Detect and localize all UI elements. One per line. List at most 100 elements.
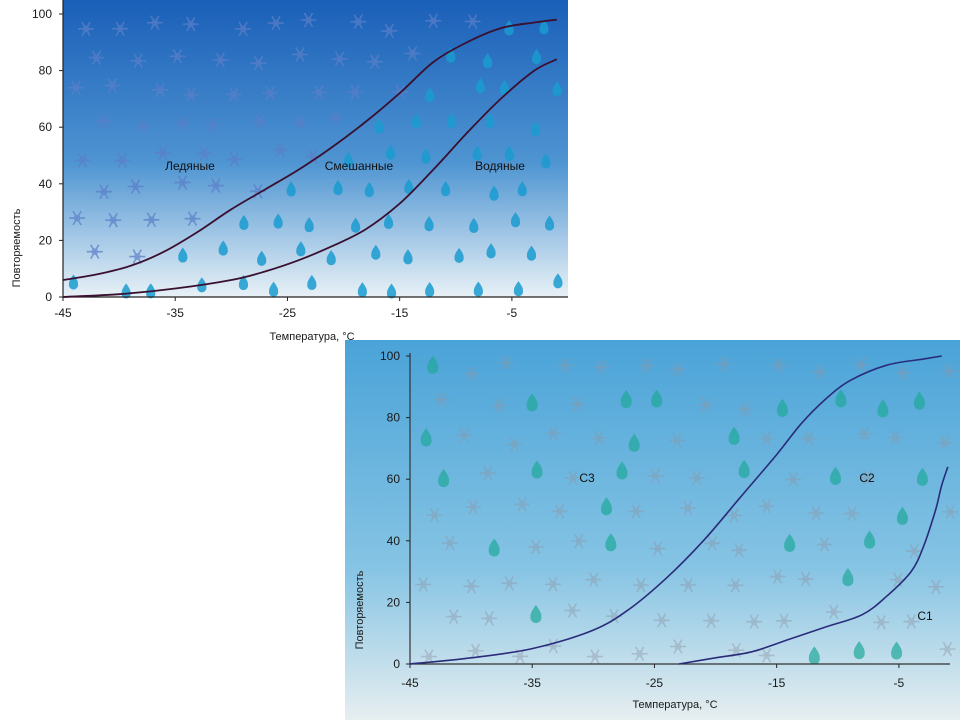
y-tick-label: 100 — [32, 7, 52, 21]
water-drop-icon — [239, 214, 249, 231]
snowflake-icon — [105, 212, 122, 228]
snowflake-icon — [564, 603, 581, 618]
y-axis-label: Повторяемость — [11, 208, 23, 287]
water-drop-icon — [351, 217, 361, 233]
region-label-c1: С1 — [917, 609, 933, 623]
snowflake-icon — [174, 115, 191, 131]
water-drop-icon — [738, 459, 750, 479]
snowflake-icon — [481, 611, 498, 626]
snowflake-icon — [212, 52, 229, 68]
snowflake-icon — [77, 21, 94, 37]
region-label-c3: С3 — [579, 471, 595, 485]
chart-top-svg: -45 -35 -25 -15 -5 0 20 40 60 80 100 Повторяемость… — [0, 0, 568, 352]
water-drop-icon — [530, 605, 542, 624]
water-drop-icon — [916, 467, 928, 486]
snowflake-icon — [628, 504, 645, 519]
snowflake-icon — [74, 152, 91, 168]
water-drop-icon — [539, 19, 549, 35]
x-tick-label: -25 — [646, 676, 664, 690]
snowflake-icon — [758, 431, 775, 447]
water-drop-icon — [530, 121, 540, 137]
snowflake-icon — [647, 468, 664, 484]
snowflake-icon — [169, 48, 186, 64]
water-drop-icon — [472, 145, 482, 161]
snowflake-icon — [426, 507, 443, 523]
water-drop-icon — [499, 79, 510, 95]
snowflake-icon — [669, 639, 686, 654]
y-tick-label: 20 — [39, 233, 53, 247]
snowflake-icon — [737, 402, 754, 417]
water-drop-icon — [651, 389, 663, 408]
snowflake-icon — [703, 613, 720, 629]
x-tick-label: -15 — [391, 306, 409, 320]
snowflake-icon — [688, 470, 705, 486]
water-drop-icon — [420, 428, 432, 447]
snowflake-icon — [816, 537, 833, 552]
water-drop-icon — [513, 281, 524, 297]
snowflake-icon — [441, 535, 458, 551]
snow-and-drops-decoration — [68, 12, 563, 299]
boundary-line-1 — [62, 18, 557, 281]
water-drop-icon — [531, 460, 543, 479]
snowflake-icon — [940, 363, 957, 379]
water-drop-icon — [628, 433, 640, 452]
water-drop-icon — [411, 113, 421, 129]
water-drop-icon — [269, 281, 279, 297]
snowflake-icon — [96, 113, 113, 129]
snowflake-icon — [267, 15, 284, 31]
snowflake-icon — [939, 641, 956, 657]
snowflake-icon — [456, 427, 473, 443]
snowflake-icon — [327, 110, 344, 126]
snowflake-icon — [715, 356, 732, 372]
y-tick-label: 40 — [39, 177, 53, 191]
snowflake-icon — [69, 210, 86, 226]
snowflake-icon — [204, 117, 221, 133]
water-drop-icon — [486, 243, 496, 259]
water-drop-icon — [273, 213, 283, 229]
snowflake-icon — [570, 533, 587, 549]
water-drop-icon — [808, 646, 820, 665]
snowflake-icon — [697, 397, 714, 413]
snowflake-icon — [127, 179, 144, 194]
region-label-ice: Ледяные — [165, 159, 215, 173]
snowflake-icon — [800, 431, 817, 446]
snowflake-icon — [590, 430, 607, 446]
snowflake-icon — [207, 178, 224, 193]
snowflake-icon — [415, 577, 432, 592]
snowflake-icon — [545, 426, 562, 441]
snowflake-icon — [506, 437, 523, 452]
y-tick-label: 100 — [380, 349, 400, 363]
snowflake-icon — [174, 175, 191, 190]
snowflake-icon — [445, 609, 462, 624]
snowflake-icon — [649, 541, 666, 556]
boundary-line-2 — [62, 58, 558, 298]
x-tick-label: -25 — [279, 306, 297, 320]
water-drop-icon — [552, 81, 562, 97]
water-drop-icon — [357, 282, 367, 298]
snowflake-icon — [808, 505, 825, 521]
water-drop-icon — [489, 185, 499, 201]
water-drop-icon — [454, 247, 464, 263]
water-drop-icon — [364, 182, 374, 198]
chart-top: -45 -35 -25 -15 -5 0 20 40 60 80 100 Повторяемость… — [0, 0, 568, 352]
water-drop-icon — [374, 118, 384, 134]
y-tick-label: 40 — [387, 534, 401, 548]
snowflake-icon — [463, 366, 480, 382]
snowflake-icon — [86, 244, 103, 259]
x-tick-label: -35 — [524, 676, 542, 690]
snowflake-icon — [300, 12, 317, 28]
snowflake-icon — [679, 500, 696, 516]
boundary-line-1 — [409, 355, 942, 665]
snowflake-icon — [184, 211, 201, 227]
water-drop-icon — [488, 538, 500, 557]
snowflake-icon — [95, 184, 112, 200]
snowflake-icon — [235, 21, 252, 37]
x-tick-label: -45 — [401, 676, 419, 690]
snowflake-icon — [498, 355, 515, 371]
y-tick-label: 60 — [387, 472, 401, 486]
water-drop-icon — [853, 641, 865, 660]
water-drop-icon — [385, 144, 396, 160]
snowflake-icon — [873, 615, 890, 630]
water-drop-icon — [218, 240, 228, 256]
snowflake-icon — [463, 578, 480, 594]
